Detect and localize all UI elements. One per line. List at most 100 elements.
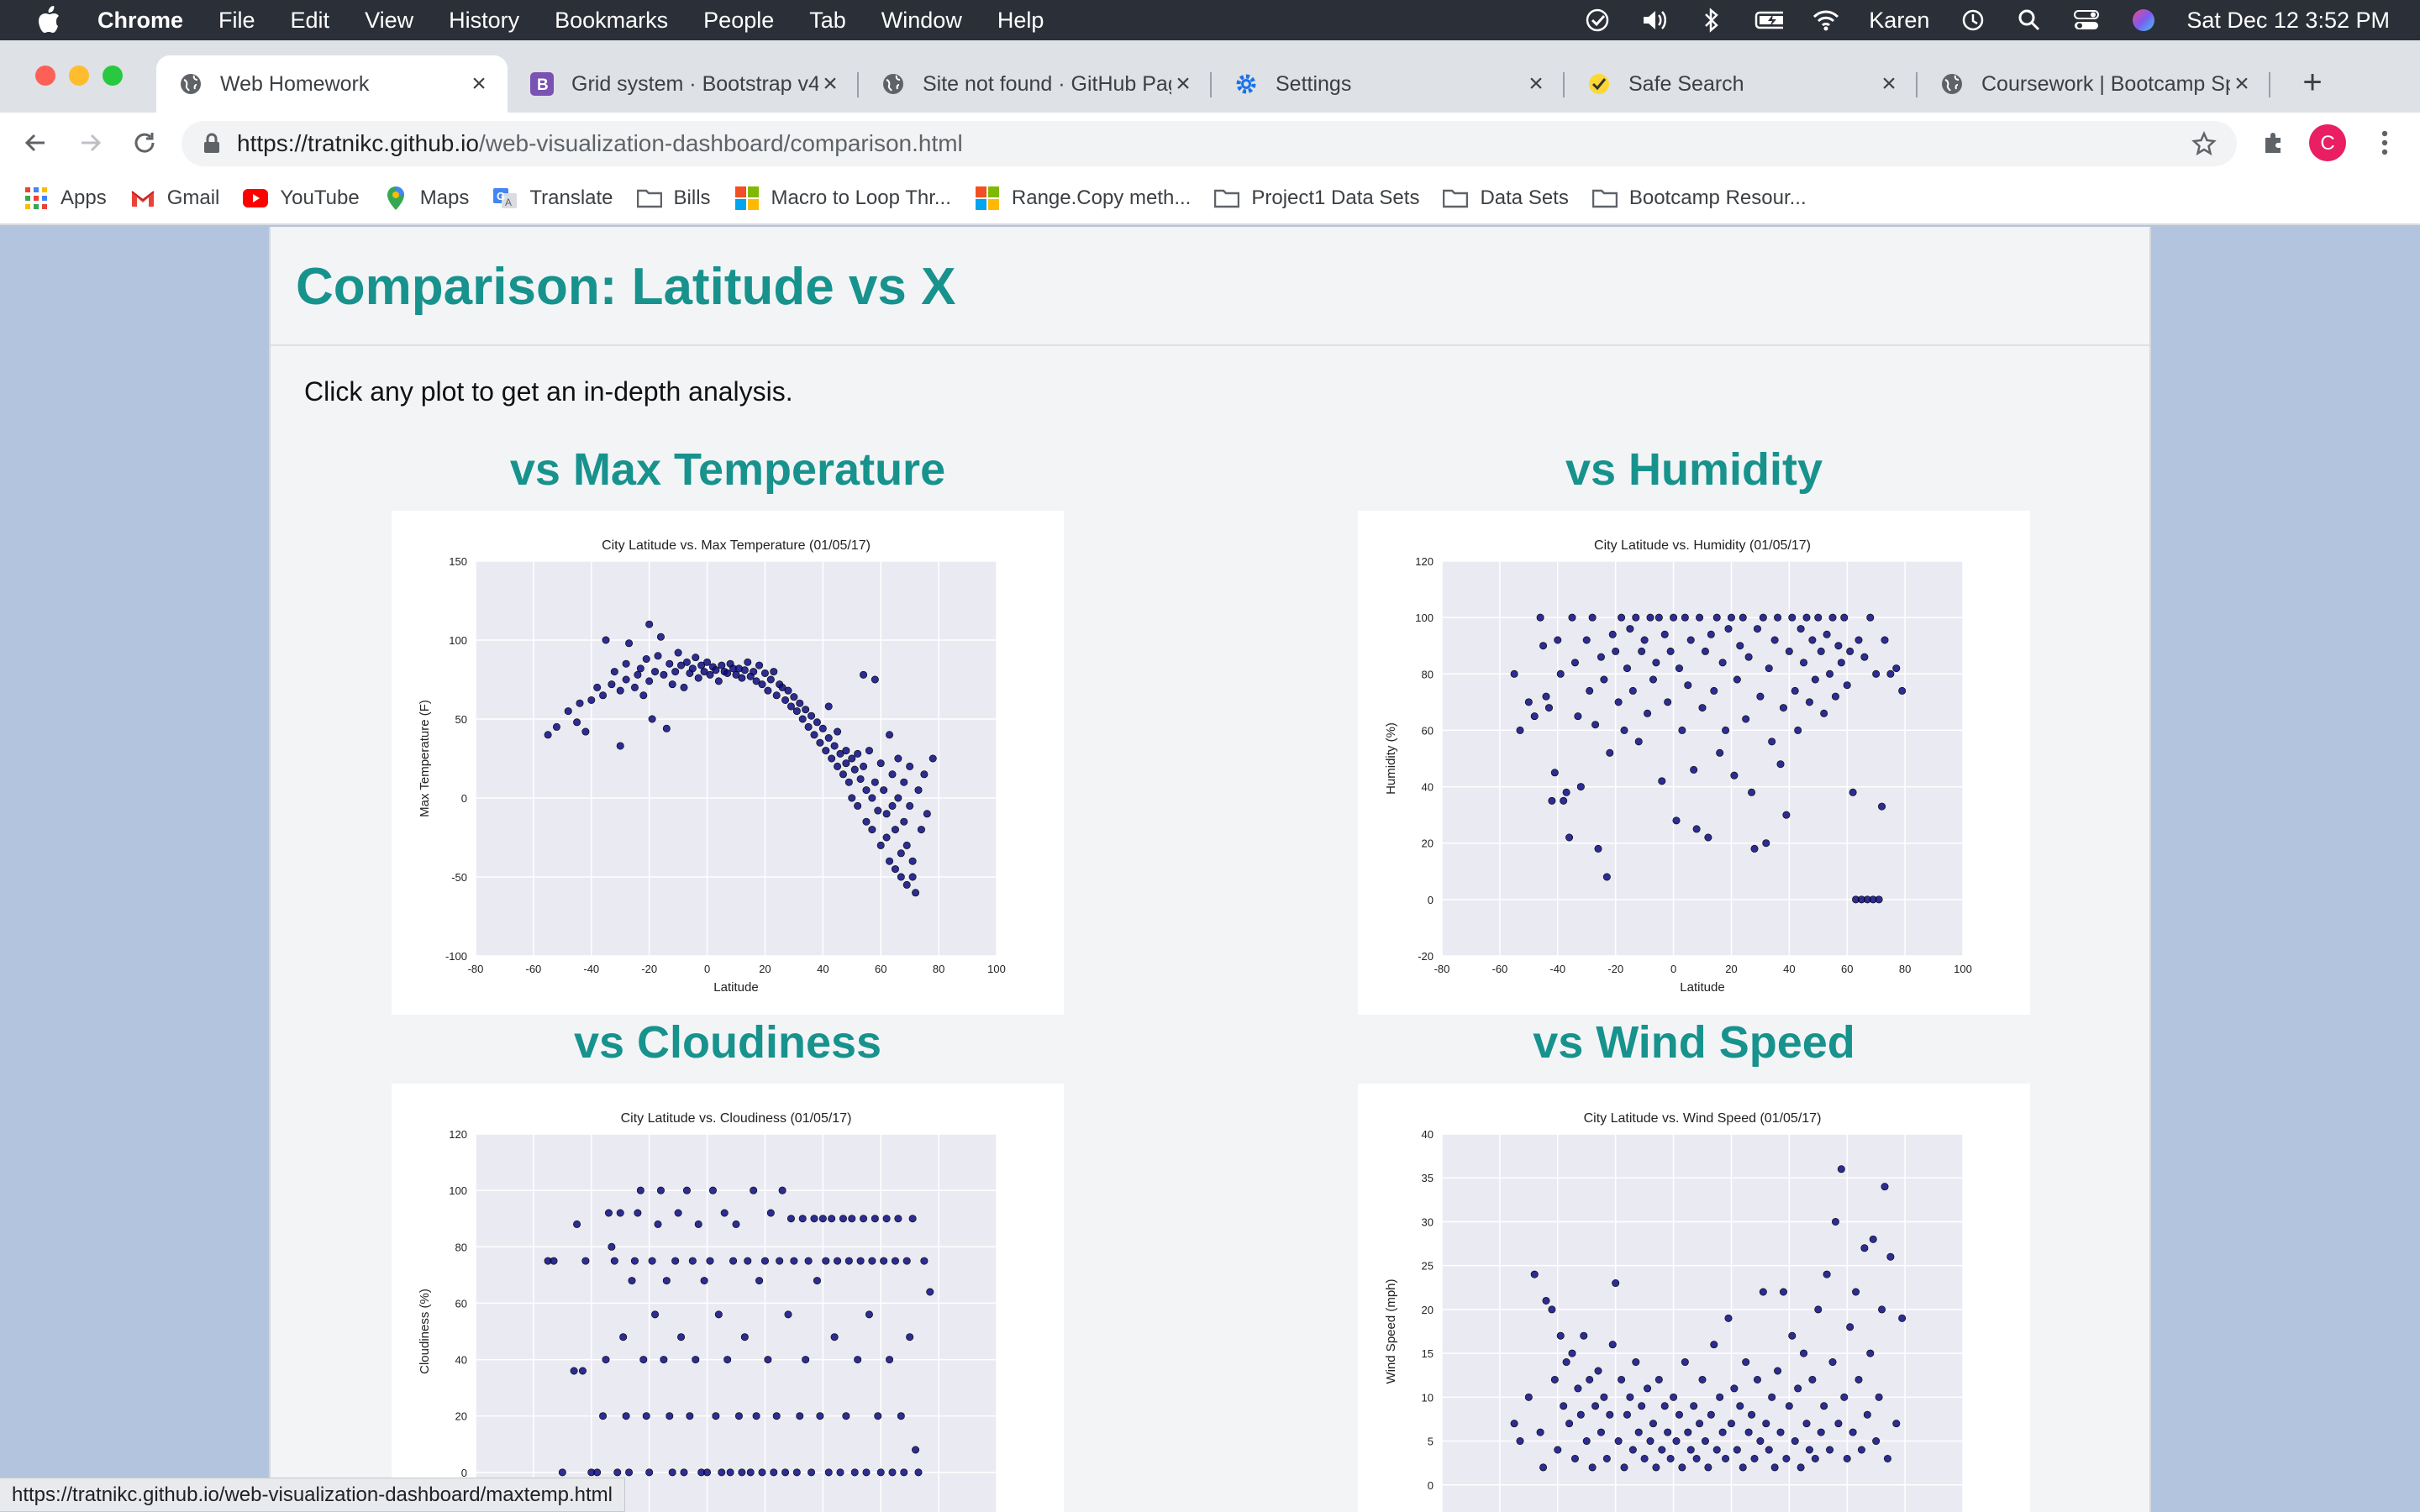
volume-icon[interactable]: [1640, 6, 1669, 34]
scatter-point: [593, 683, 602, 691]
scatter-point: [1562, 788, 1570, 796]
scatter-plot-wind-speed: -80-60-40-200204060801000510152025303540…: [1384, 1111, 1964, 1512]
menu-tab[interactable]: Tab: [809, 7, 846, 33]
chart-title: City Latitude vs. Wind Speed (01/05/17): [1584, 1111, 1822, 1126]
window-close-button[interactable]: [35, 66, 55, 86]
tab-settings[interactable]: Settings ×: [1212, 55, 1565, 113]
norton-check-icon[interactable]: [1583, 6, 1612, 34]
menu-edit[interactable]: Edit: [290, 7, 330, 33]
siri-icon[interactable]: [2129, 6, 2158, 34]
scatter-point: [778, 683, 786, 691]
window-maximize-button[interactable]: [103, 66, 123, 86]
lock-icon[interactable]: [200, 132, 224, 155]
menu-people[interactable]: People: [703, 7, 775, 33]
menu-user-name[interactable]: Karen: [1869, 7, 1930, 33]
scatter-point: [923, 810, 931, 818]
scatter-point: [576, 699, 584, 707]
tab-coursework[interactable]: Coursework | Bootcamp Spot ×: [1918, 55, 2270, 113]
scatter-point: [1516, 726, 1524, 734]
extensions-puzzle-icon[interactable]: [2255, 124, 2292, 161]
window-minimize-button[interactable]: [69, 66, 89, 86]
scatter-point: [1802, 613, 1811, 622]
scatter-point: [1634, 738, 1643, 746]
kebab-menu-icon[interactable]: [2366, 124, 2403, 161]
bookmark-range-copy[interactable]: Range.Copy meth...: [975, 186, 1191, 211]
scatter-point: [593, 1468, 602, 1477]
x-tick-label: -40: [583, 963, 599, 975]
bookmark-apps[interactable]: Apps: [24, 186, 107, 211]
bookmark-macro-loop[interactable]: Macro to Loop Thr...: [734, 186, 951, 211]
scatter-point: [804, 722, 813, 731]
bookmark-gmail[interactable]: Gmail: [130, 186, 219, 211]
close-icon[interactable]: ×: [471, 70, 487, 97]
bookmark-bills[interactable]: Bills: [636, 186, 711, 211]
menu-file[interactable]: File: [218, 7, 255, 33]
menu-history[interactable]: History: [449, 7, 520, 33]
scatter-point: [808, 711, 816, 720]
scatter-point: [712, 666, 720, 675]
y-axis-label: Max Temperature (F): [418, 700, 432, 817]
scatter-point: [1666, 1454, 1675, 1462]
scatter-point: [1869, 1235, 1877, 1243]
scatter-point: [792, 707, 801, 716]
maps-pin-icon: [383, 186, 408, 211]
menu-bookmarks[interactable]: Bookmarks: [555, 7, 669, 33]
bookmark-project1-data-sets[interactable]: Project1 Data Sets: [1214, 186, 1419, 211]
menu-view[interactable]: View: [365, 7, 414, 33]
close-icon[interactable]: ×: [823, 70, 838, 97]
close-icon[interactable]: ×: [1176, 70, 1191, 97]
new-tab-button[interactable]: +: [2302, 63, 2323, 101]
bluetooth-icon[interactable]: [1697, 6, 1726, 34]
tab-site-not-found[interactable]: Site not found · GitHub Pages ×: [859, 55, 1212, 113]
bookmark-maps[interactable]: Maps: [383, 186, 469, 211]
menu-window[interactable]: Window: [881, 7, 962, 33]
spotlight-search-icon[interactable]: [2015, 6, 2044, 34]
scatter-point: [871, 1215, 879, 1223]
tab-grid-system[interactable]: B Grid system · Bootstrap v4 ×: [508, 55, 859, 113]
bookmark-data-sets[interactable]: Data Sets: [1443, 186, 1569, 211]
scatter-point: [1872, 669, 1881, 678]
menu-help[interactable]: Help: [997, 7, 1044, 33]
back-button[interactable]: [17, 124, 54, 161]
battery-charging-icon[interactable]: [1754, 6, 1784, 34]
apple-logo-icon[interactable]: [34, 5, 64, 35]
tab-label: Grid system · Bootstrap v4: [571, 71, 818, 96]
scatter-point: [723, 1356, 732, 1364]
scatter-point: [1736, 1402, 1744, 1410]
reload-button[interactable]: [126, 124, 163, 161]
plot-cloudiness-link[interactable]: -80-60-40-20020406080100020406080100120C…: [392, 1084, 1064, 1512]
profile-avatar[interactable]: C: [2309, 124, 2346, 161]
bookmark-star-icon[interactable]: [2191, 130, 2217, 156]
plot-max-temperature-link[interactable]: -80 -60 -40 -20 0 20 40 60 80 100 -100 -50 0 50 100 150…: [392, 511, 1064, 1015]
control-center-icon[interactable]: [2072, 6, 2101, 34]
bookmark-bootcamp-resources[interactable]: Bootcamp Resour...: [1591, 186, 1807, 211]
scatter-point: [752, 1412, 760, 1420]
scatter-point: [1834, 1420, 1843, 1428]
bookmark-youtube[interactable]: YouTube: [243, 186, 360, 211]
tab-web-homework[interactable]: Web Homework ×: [156, 55, 508, 113]
scatter-point: [1701, 1437, 1709, 1446]
time-machine-icon[interactable]: [1958, 6, 1986, 34]
bookmark-translate[interactable]: G A Translate: [492, 186, 613, 211]
scatter-point: [836, 1468, 844, 1477]
plot-humidity-link[interactable]: -80 -60 -40 -20 0 20 40 60 80 100 -20 0 20 40 60 80 100 1…: [1358, 511, 2030, 1015]
scatter-point: [1742, 715, 1750, 723]
forward-button[interactable]: [72, 124, 109, 161]
scatter-point: [1722, 726, 1730, 734]
scatter-point: [697, 661, 706, 669]
wifi-icon[interactable]: [1812, 6, 1840, 34]
address-bar[interactable]: https://tratnikc.github.io/web-visualiza…: [182, 121, 2237, 166]
scatter-point: [1840, 1393, 1849, 1401]
tab-safe-search[interactable]: Safe Search ×: [1565, 55, 1918, 113]
plot-wind-speed-link[interactable]: -80-60-40-200204060801000510152025303540…: [1358, 1084, 2030, 1512]
scatter-point: [636, 1186, 644, 1194]
close-icon[interactable]: ×: [2234, 70, 2249, 97]
close-icon[interactable]: ×: [1528, 70, 1544, 97]
close-icon[interactable]: ×: [1881, 70, 1897, 97]
scatter-point: [871, 675, 879, 684]
x-tick-label: 60: [875, 963, 886, 975]
menu-app-name[interactable]: Chrome: [97, 7, 184, 33]
scatter-point: [1837, 1165, 1845, 1173]
menu-datetime[interactable]: Sat Dec 12 3:52 PM: [2186, 7, 2390, 33]
scatter-point: [581, 1257, 590, 1265]
